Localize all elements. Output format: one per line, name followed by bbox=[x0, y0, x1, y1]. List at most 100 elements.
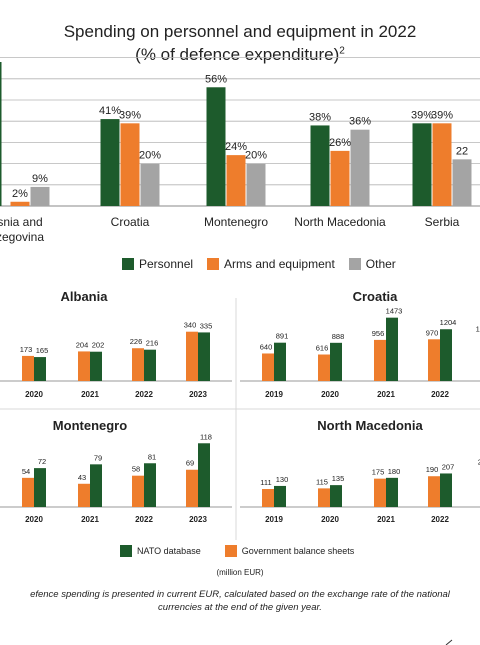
panel-1-bar-3-1 bbox=[144, 349, 156, 381]
legend-swatch-gov bbox=[224, 545, 237, 557]
panel-2-bar-0-1 bbox=[274, 342, 286, 381]
panel-4-value-0-1: 130 bbox=[276, 475, 289, 484]
panel-4-value-1-0: 115 bbox=[316, 477, 328, 486]
panel-3-bar-3-0 bbox=[132, 475, 144, 507]
panel-2-value-1-0: 616 bbox=[316, 344, 329, 353]
panel-2-bar-1-0 bbox=[318, 354, 330, 381]
panel-1-bar-4-1 bbox=[198, 332, 210, 381]
top-bar-1-2 bbox=[140, 163, 160, 206]
top-bar-label-2-1: 24% bbox=[225, 141, 247, 153]
panel-4-bar-1-1 bbox=[330, 485, 342, 507]
panel-4-value-1-1: 135 bbox=[332, 474, 345, 483]
legend-label-other: Other bbox=[365, 257, 396, 271]
panel-2-bar-2-1 bbox=[386, 317, 398, 381]
panel-4-value-3-0: 190 bbox=[426, 465, 439, 474]
panel-3-value-2-0: 43 bbox=[78, 473, 86, 482]
panel-3-bar-2-0 bbox=[78, 483, 90, 507]
panel-2-value-0-1: 891 bbox=[276, 332, 289, 341]
top-bar-2-2 bbox=[246, 163, 266, 206]
panel-3-value-4-1: 118 bbox=[200, 432, 212, 441]
panel-1-bar-4-0 bbox=[186, 331, 198, 381]
panel-3-bar-4-1 bbox=[198, 443, 210, 507]
panel-2-bar-1-1 bbox=[330, 342, 342, 381]
legend-swatch-other bbox=[348, 258, 361, 270]
panel-2-value-3-0: 970 bbox=[426, 328, 439, 337]
panel-1-value-2-0: 204 bbox=[76, 340, 89, 349]
panel-2-category-2: 2021 bbox=[377, 390, 395, 399]
panel-4-bar-0-1 bbox=[274, 485, 286, 507]
panel-1-bar-2-1 bbox=[90, 351, 102, 381]
legend-label-personnel: Personnel bbox=[139, 257, 194, 271]
panel-2-category-0: 2019 bbox=[265, 390, 283, 399]
panel-title-4: North Macedonia bbox=[317, 418, 423, 433]
top-bar-4-0 bbox=[412, 123, 432, 206]
panel-4-value-2-1: 180 bbox=[388, 467, 401, 476]
panel-3-value-3-1: 81 bbox=[148, 452, 156, 461]
legend-swatch-personnel bbox=[122, 258, 134, 270]
panel-1-value-4-0: 340 bbox=[184, 321, 197, 330]
panel-3-category-1: 2020 bbox=[25, 515, 43, 524]
panel-2-value-0-0: 640 bbox=[260, 342, 273, 351]
top-bar-label-1-2: 20% bbox=[139, 150, 161, 162]
panel-2-value-2-0: 956 bbox=[372, 329, 385, 338]
panel-1-bar-1-0 bbox=[22, 355, 34, 381]
top-bar-label-3-2: 36% bbox=[349, 116, 371, 128]
panel-3-category-4: 2023 bbox=[189, 515, 207, 524]
panel-3-category-3: 2022 bbox=[135, 515, 153, 524]
panel-1-value-1-1: 165 bbox=[36, 346, 49, 355]
panel-1-category-4: 2023 bbox=[189, 390, 207, 399]
panel-2-bar-0-0 bbox=[262, 353, 274, 381]
panel-4-category-2: 2021 bbox=[377, 515, 395, 524]
top-category-label-1-0: Croatia bbox=[111, 215, 150, 229]
panel-4-category-1: 2020 bbox=[321, 515, 339, 524]
top-bar-0-2 bbox=[30, 186, 50, 206]
top-bar-0-1 bbox=[10, 201, 30, 206]
top-bar-4-1 bbox=[432, 123, 452, 206]
panel-title-1: Albania bbox=[61, 289, 109, 304]
panel-3-category-2: 2021 bbox=[81, 515, 99, 524]
top-bar-label-0-2: 9% bbox=[32, 173, 48, 185]
legend-label-arms: Arms and equipment bbox=[224, 257, 335, 271]
panel-2-category-3: 2022 bbox=[431, 390, 449, 399]
panel-1-value-2-1: 202 bbox=[92, 341, 105, 350]
top-bar-label-2-2: 20% bbox=[245, 150, 267, 162]
panel-1-bar-2-0 bbox=[78, 351, 90, 381]
panel-3-bar-2-1 bbox=[90, 464, 102, 507]
panel-3-bar-4-0 bbox=[186, 469, 198, 507]
footnote-line1: efence spending is presented in current … bbox=[30, 589, 450, 600]
legend-bottom: NATO database Government balance sheets bbox=[120, 545, 354, 557]
unit-label: (million EUR) bbox=[216, 568, 264, 577]
top-bar-label-4-0: 39% bbox=[411, 109, 433, 121]
top-bar-4-2 bbox=[452, 159, 472, 206]
panel-4-value-0-0: 111 bbox=[260, 478, 271, 487]
top-bar-label-0-1: 2% bbox=[12, 188, 28, 200]
panel-3-value-4-0: 69 bbox=[186, 459, 194, 468]
panel-4-bar-1-0 bbox=[318, 488, 330, 507]
top-bar-label-4-2: 22 bbox=[456, 145, 468, 157]
panel-3-value-2-1: 79 bbox=[94, 453, 102, 462]
panel-4-value-3-1: 207 bbox=[442, 462, 455, 471]
title-superscript: 2 bbox=[339, 45, 345, 57]
panel-4-value-4-0: 239 bbox=[478, 457, 480, 466]
panel-2-value-3-1: 1204 bbox=[440, 318, 457, 327]
panel-4-bar-3-1 bbox=[440, 473, 452, 507]
top-bar-2-0 bbox=[206, 87, 226, 206]
panel-4-bar-2-1 bbox=[386, 477, 398, 507]
panel-1-bar-1-1 bbox=[34, 357, 46, 381]
panel-4-bar-2-0 bbox=[374, 478, 386, 507]
panel-4-bar-3-0 bbox=[428, 476, 440, 507]
panel-1-value-1-0: 173 bbox=[20, 345, 33, 354]
panel-title-2: Croatia bbox=[353, 289, 399, 304]
footnote-line2: currencies at the end of the given year. bbox=[158, 602, 322, 613]
top-bar-label-1-0: 41% bbox=[99, 105, 121, 117]
chart-title-line2: (% of defence expenditure)2 bbox=[0, 45, 480, 65]
panel-3-bar-1-0 bbox=[22, 477, 34, 507]
panel-4-bar-0-0 bbox=[262, 489, 274, 507]
top-bar-3-2 bbox=[350, 129, 370, 206]
top-bar-label-2-0: 56% bbox=[205, 73, 227, 85]
panel-2-bar-2-0 bbox=[374, 339, 386, 381]
panel-2-bar-3-1 bbox=[440, 329, 452, 381]
panel-3-bar-3-1 bbox=[144, 463, 156, 507]
top-bar-label-3-0: 38% bbox=[309, 111, 331, 123]
